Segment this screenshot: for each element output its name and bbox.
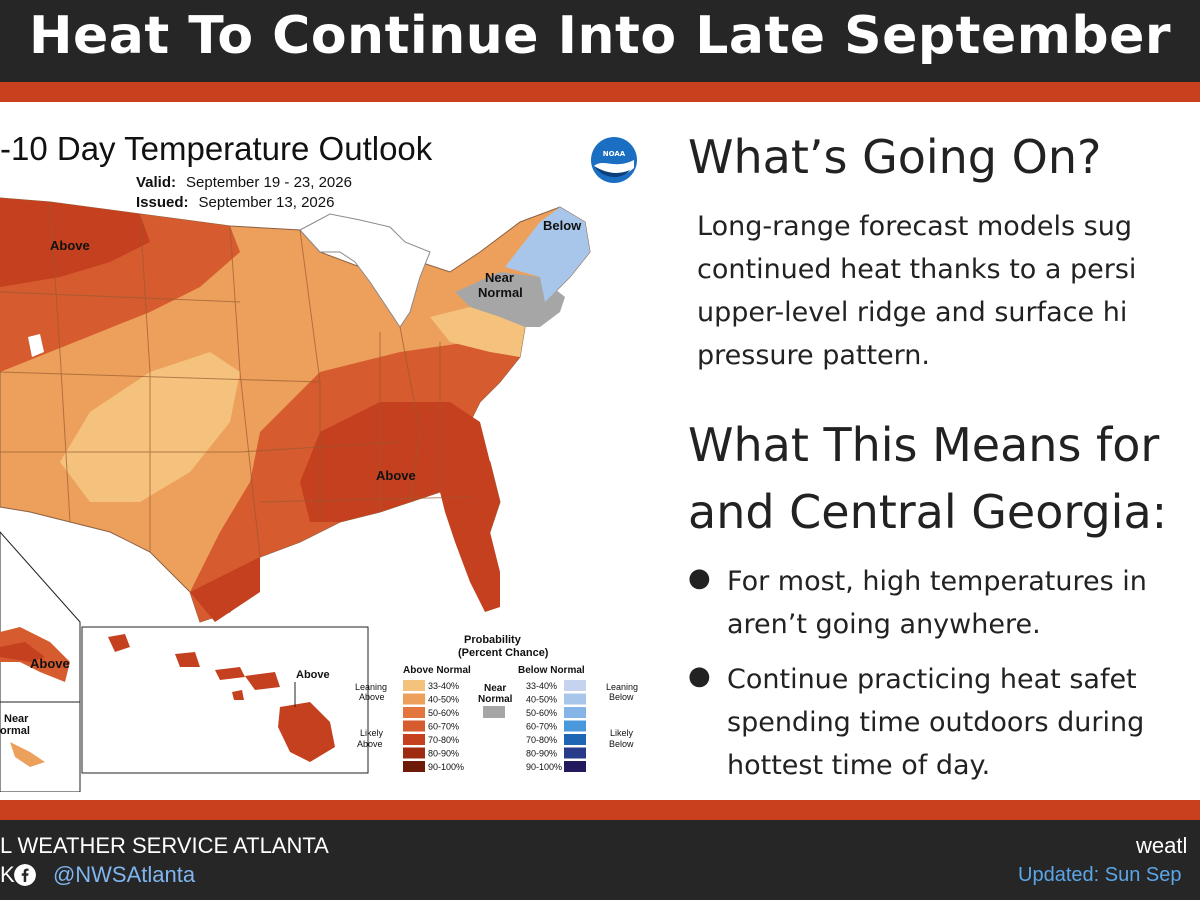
label-near-ne-1: Near bbox=[485, 270, 514, 285]
legend-above-range: 80-90% bbox=[428, 749, 459, 759]
legend-below-range: 70-80% bbox=[526, 735, 557, 745]
legend-below-swatch bbox=[564, 707, 586, 718]
label-below-ne: Below bbox=[543, 218, 582, 233]
facebook-icon[interactable] bbox=[14, 864, 36, 886]
legend-likely-above-2: Above bbox=[357, 739, 383, 749]
label-near-ne-2: Normal bbox=[478, 285, 523, 300]
legend-above-range: 50-60% bbox=[428, 708, 459, 718]
valid-label: Valid: bbox=[136, 174, 177, 191]
state-borders bbox=[0, 201, 471, 558]
footer-bar bbox=[0, 820, 1200, 900]
label-above-se: Above bbox=[376, 468, 416, 483]
legend-likely-below-2: Below bbox=[609, 739, 634, 749]
footer-handle[interactable]: @NWSAtlanta bbox=[52, 862, 196, 887]
legend-leaning-above-1: Leaning bbox=[355, 682, 387, 692]
label-near-ak-2: ormal bbox=[0, 725, 30, 737]
legend-below-swatch bbox=[564, 761, 586, 772]
noaa-logo-text: NOAA bbox=[603, 150, 626, 158]
legend-above-range: 40-50% bbox=[428, 695, 459, 705]
legend-below-range: 50-60% bbox=[526, 708, 557, 718]
legend-below-swatch bbox=[564, 680, 586, 691]
great-lakes bbox=[299, 213, 431, 328]
legend-above-range: 60-70% bbox=[428, 722, 459, 732]
footer-updated: Updated: Sun Sep bbox=[1018, 864, 1182, 886]
legend-leaning-above-2: Above bbox=[359, 692, 385, 702]
legend-leaning-below-2: Below bbox=[609, 692, 634, 702]
hawaii-inset bbox=[81, 626, 369, 774]
legend-title: Probability bbox=[464, 634, 522, 646]
salt-lake bbox=[28, 334, 44, 357]
map-issued-date: Issued: September 13, 2026 bbox=[136, 194, 334, 211]
legend-below-range: 80-90% bbox=[526, 749, 557, 759]
footer-social-prefix: K bbox=[0, 862, 15, 887]
legend-above-range: 70-80% bbox=[428, 735, 459, 745]
legend-below-range: 33-40% bbox=[526, 681, 557, 691]
legend-below-swatch bbox=[564, 720, 586, 732]
page-title: Heat To Continue Into Late September bbox=[28, 6, 1172, 66]
legend: Probability (Percent Chance) Above Norma… bbox=[355, 634, 638, 772]
legend-near-2: Normal bbox=[478, 694, 513, 705]
legend-below-range: 90-100% bbox=[526, 762, 562, 772]
near-normal-ne bbox=[455, 272, 565, 327]
alaska-inset bbox=[0, 531, 81, 792]
issued-label: Issued: bbox=[136, 194, 189, 211]
likely-above-nw-core bbox=[0, 198, 150, 287]
legend-near-1: Near bbox=[484, 683, 506, 694]
legend-above-swatch bbox=[403, 761, 425, 772]
issued-value: September 13, 2026 bbox=[198, 194, 335, 211]
map-valid-dates: Valid: September 19 - 23, 2026 bbox=[136, 174, 352, 191]
legend-below-swatch bbox=[564, 693, 586, 705]
legend-above-swatch bbox=[403, 693, 425, 705]
legend-likely-below-1: Likely bbox=[610, 728, 634, 738]
legend-below-rows: 33-40% 40-50% 50-60% 60-70% 70-80% 80-90% 90-1… bbox=[526, 680, 586, 772]
legend-subtitle: (Percent Chance) bbox=[458, 647, 549, 659]
legend-below-range: 60-70% bbox=[526, 722, 557, 732]
label-above-nw: Above bbox=[50, 238, 90, 253]
texas-coast bbox=[190, 557, 260, 622]
legend-above-swatch bbox=[403, 720, 425, 732]
legend-above-header: Above Normal bbox=[403, 665, 471, 676]
legend-below-swatch bbox=[564, 734, 586, 745]
legend-above-range: 90-100% bbox=[428, 762, 464, 772]
noaa-logo-icon: NOAA bbox=[591, 137, 637, 183]
legend-leaning-below-1: Leaning bbox=[606, 682, 638, 692]
footer-org-name: L WEATHER SERVICE ATLANTA bbox=[0, 833, 329, 858]
below-normal-ne bbox=[505, 207, 590, 302]
legend-above-range: 33-40% bbox=[428, 681, 459, 691]
legend-near-swatch bbox=[483, 706, 505, 718]
label-above-hi: Above bbox=[296, 669, 330, 681]
leaning-above-ne bbox=[430, 307, 525, 357]
legend-above-swatch bbox=[403, 734, 425, 745]
legend-below-swatch bbox=[564, 747, 586, 759]
footer-website[interactable]: weatl bbox=[1136, 833, 1188, 858]
legend-above-swatch bbox=[403, 707, 425, 718]
legend-likely-above-1: Likely bbox=[360, 728, 384, 738]
header-accent-stripe bbox=[0, 82, 1200, 102]
florida bbox=[440, 492, 500, 612]
footer-social[interactable]: K @NWSAtlanta bbox=[0, 862, 195, 888]
legend-above-swatch bbox=[403, 680, 425, 691]
temperature-outlook-map: Above Below Near Normal Above Above Near… bbox=[0, 197, 638, 792]
valid-value: September 19 - 23, 2026 bbox=[186, 174, 352, 191]
legend-below-header: Below Normal bbox=[518, 665, 585, 676]
footer-accent-stripe bbox=[0, 800, 1200, 820]
legend-above-swatch bbox=[403, 747, 425, 759]
legend-above-rows: 33-40% 40-50% 50-60% 60-70% 70-80% 80-90% 90-1… bbox=[403, 680, 464, 772]
map-title: -10 Day Temperature Outlook bbox=[0, 130, 433, 167]
legend-below-range: 40-50% bbox=[526, 695, 557, 705]
label-near-ak-1: Near bbox=[4, 713, 29, 725]
label-above-ak: Above bbox=[30, 656, 70, 671]
header-bar: Heat To Continue Into Late September bbox=[0, 0, 1200, 82]
